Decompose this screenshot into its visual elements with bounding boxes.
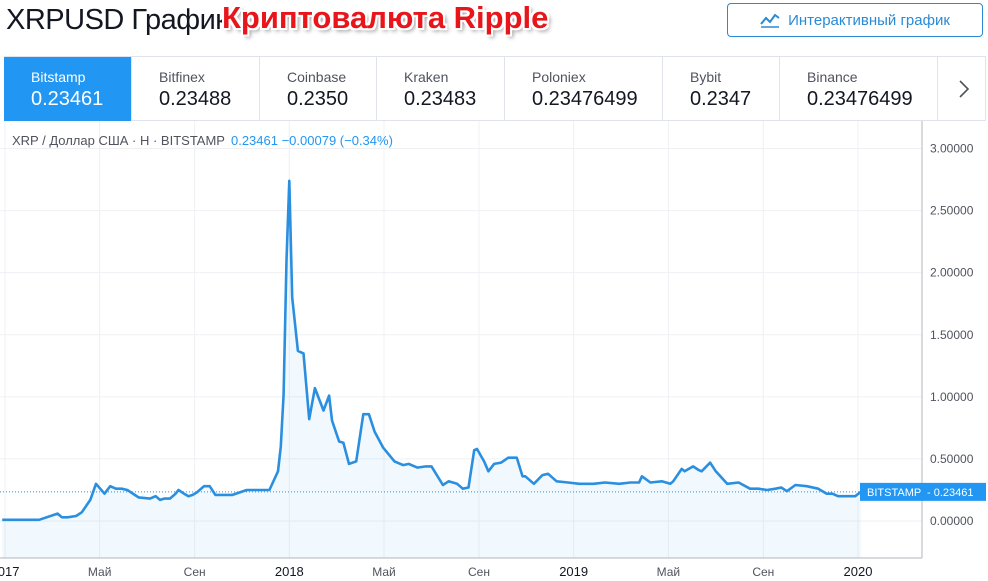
chart-line-icon	[760, 13, 780, 28]
y-tick-label: 0.00000	[930, 514, 974, 528]
next-exchanges-button[interactable]	[942, 57, 986, 121]
exchange-tab-kraken[interactable]: Kraken 0.23483	[377, 57, 505, 121]
exchange-name: Bybit	[690, 69, 722, 85]
x-tick-label: 2019	[559, 564, 588, 579]
x-tick-label: 2017	[0, 564, 19, 579]
exchange-name: Kraken	[404, 69, 449, 85]
exchange-name: Coinbase	[287, 69, 347, 85]
price-chart[interactable]: 3.00000 2.50000 2.00000 1.50000 1.00000 0.500…	[0, 121, 988, 581]
chart-legend: XRP / Доллар США · Н · BITSTAMP 0.23461 −…	[12, 133, 393, 148]
y-tick-label: 3.00000	[930, 142, 974, 156]
interactive-chart-button[interactable]: Интерактивный график	[727, 3, 983, 37]
chevron-right-icon	[959, 80, 970, 98]
exchange-price: 0.23483	[404, 88, 477, 110]
series-area	[2, 180, 861, 559]
last-price-exchange: BITSTAMP	[867, 487, 921, 499]
exchange-tab-bybit[interactable]: Bybit 0.2347	[663, 57, 780, 121]
y-tick-label: 0.50000	[930, 452, 974, 466]
exchange-price: 0.2347	[690, 88, 752, 110]
series-line	[2, 179, 862, 522]
x-tick-label: Сен	[468, 565, 490, 579]
exchange-name: Bitstamp	[31, 69, 86, 85]
x-tick-label: Сен	[184, 565, 206, 579]
exchange-price: 0.2350	[287, 88, 349, 110]
exchange-tabs: Bitstamp 0.23461 Bitfinex 0.23488 Coinba…	[4, 56, 986, 121]
y-tick-label: 1.00000	[930, 390, 974, 404]
last-price-value: - 0.23461	[927, 487, 973, 499]
y-tick-label: 2.00000	[930, 266, 974, 280]
exchange-price: 0.23476499	[532, 88, 638, 110]
price-scale-bg	[922, 121, 988, 581]
exchange-name: Binance	[807, 69, 858, 85]
x-tick-label: 2018	[275, 564, 304, 579]
interactive-chart-label: Интерактивный график	[788, 11, 950, 29]
x-tick-label: Сен	[752, 565, 774, 579]
x-tick-label: Май	[657, 565, 681, 579]
chart-axes: 3.00000 2.50000 2.00000 1.50000 1.00000 0.500…	[0, 121, 986, 579]
exchange-name: Bitfinex	[159, 69, 205, 85]
exchange-price: 0.23488	[159, 88, 232, 110]
y-tick-label: 1.50000	[930, 328, 974, 342]
exchange-tab-coinbase[interactable]: Coinbase 0.2350	[260, 57, 377, 121]
page-title: XRPUSD График	[6, 4, 228, 36]
chart-series	[0, 179, 922, 559]
exchange-price: 0.23461	[31, 88, 104, 110]
chart-grid	[0, 121, 988, 581]
exchange-price: 0.23476499	[807, 88, 913, 110]
legend-symbol: XRP / Доллар США · Н · BITSTAMP	[12, 133, 225, 148]
y-tick-label: 2.50000	[930, 204, 974, 218]
exchange-tab-bitstamp[interactable]: Bitstamp 0.23461	[4, 57, 132, 121]
exchange-tab-poloniex[interactable]: Poloniex 0.23476499	[505, 57, 663, 121]
page-header: XRPUSD График Криптовалюта Ripple Интера…	[0, 0, 988, 46]
x-tick-label: Май	[88, 565, 112, 579]
exchange-name: Poloniex	[532, 69, 586, 85]
legend-values: 0.23461 −0.00079 (−0.34%)	[230, 133, 393, 148]
last-price-badge	[860, 482, 986, 501]
x-tick-label: Май	[372, 565, 396, 579]
exchange-tab-binance[interactable]: Binance 0.23476499	[780, 57, 938, 121]
x-tick-label: 2020	[844, 564, 873, 579]
exchange-tab-bitfinex[interactable]: Bitfinex 0.23488	[132, 57, 260, 121]
promo-banner: Криптовалюта Ripple	[222, 0, 549, 35]
